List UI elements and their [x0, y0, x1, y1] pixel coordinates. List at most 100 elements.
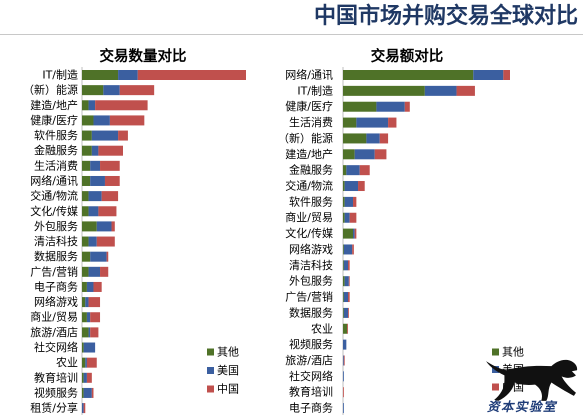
bar-segment [85, 357, 87, 368]
bar-segment [353, 228, 355, 239]
bar-segment [343, 260, 349, 271]
bar-segment [90, 327, 99, 338]
category-label: 生活消费 [289, 115, 333, 129]
bar-segment [100, 266, 109, 277]
legend-swatch [492, 348, 499, 356]
bar-segment [344, 212, 350, 223]
bar-segment [88, 236, 97, 247]
bar-segment [90, 312, 101, 323]
bar-segment [353, 196, 357, 207]
bar-segment [376, 101, 405, 112]
bar-segment [344, 181, 359, 192]
bar-segment [424, 85, 457, 96]
bar-segment [90, 175, 105, 186]
bar-segment [343, 101, 377, 112]
category-label: 旅游/酒店 [30, 325, 78, 339]
bar-segment [83, 342, 96, 353]
bar-segment [82, 327, 89, 338]
bar-segment [111, 221, 115, 232]
bar-segment [343, 260, 344, 271]
category-label: 数据服务 [289, 305, 333, 319]
bar-segment [343, 371, 344, 382]
bar-segment [82, 236, 89, 247]
bar-segment [82, 85, 104, 96]
bar-segment [82, 100, 89, 111]
bar-segment [82, 175, 91, 186]
bar-segment [359, 165, 370, 176]
category-label: 健康/医疗 [30, 113, 78, 127]
bar-segment [343, 307, 349, 318]
bar-segment [82, 251, 91, 262]
category-label: 清洁科技 [34, 234, 78, 248]
bar-segment [82, 221, 97, 232]
bar-segment [90, 160, 101, 171]
bar-segment [82, 372, 84, 383]
deal-count-chart: 交易数量对比 IT/制造（新）能源建造/地产健康/医疗软件服务金融服务生活消费网络… [23, 47, 246, 415]
bar-segment [343, 181, 345, 192]
category-label: 金融服务 [289, 163, 333, 177]
bar-segment [349, 212, 357, 223]
bar-segment [88, 266, 101, 277]
bar-segment [82, 160, 91, 171]
bar-segment [118, 130, 128, 141]
bar-segment [343, 85, 425, 96]
bar-segment [86, 357, 97, 368]
bar-segment [96, 221, 112, 232]
bar-segment [109, 115, 145, 126]
category-label: 软件服务 [289, 194, 333, 208]
bar-segment [91, 130, 119, 141]
bar-segment [104, 175, 120, 186]
bar-segment [343, 323, 348, 334]
bar-segment [82, 70, 119, 80]
category-label: 文化/传媒 [30, 204, 78, 218]
bar-segment [106, 251, 109, 262]
bar-segment [83, 387, 92, 398]
category-label: IT/制造 [297, 83, 333, 97]
bar-segment [388, 117, 397, 128]
bar-segment [343, 133, 367, 144]
category-label: 生活消费 [34, 158, 78, 172]
bar-segment [347, 323, 349, 334]
bar-segment [343, 292, 349, 303]
legend-label: 其他 [502, 346, 524, 359]
bar-segment [346, 165, 360, 176]
bar-segment [82, 297, 86, 308]
bar-segment [343, 276, 345, 287]
bar-segment [88, 297, 101, 308]
chart-title: 交易额对比 [371, 47, 444, 65]
bar-segment [343, 339, 347, 350]
bar-segment [343, 228, 354, 239]
bar-segment [88, 327, 91, 338]
legend-swatch [207, 348, 214, 356]
bar-segment [343, 387, 344, 398]
bar-segment [101, 191, 119, 202]
bar-segment [93, 115, 110, 126]
bar-segment [343, 292, 344, 303]
title-divider [0, 34, 583, 35]
bar-segment [343, 165, 347, 176]
bar-segment [82, 281, 87, 292]
category-label: 电子商务 [34, 279, 78, 293]
category-label: 外包服务 [289, 275, 333, 288]
category-label: 网络/通讯 [30, 173, 78, 187]
bar-segment [343, 117, 357, 128]
bar-segment [374, 149, 387, 160]
bar-segment [118, 70, 138, 80]
bar-segment [82, 206, 89, 217]
category-label: 商业/贸易 [30, 310, 78, 324]
category-label: 视频服务 [289, 337, 333, 351]
bar-segment [96, 236, 115, 247]
bar-segment [86, 312, 91, 323]
bar-segment [119, 85, 155, 96]
bar-segment [366, 133, 380, 144]
bar-segment [82, 266, 89, 277]
bar-segment [82, 130, 92, 141]
bar-segment [88, 100, 96, 111]
bar-segment [343, 212, 345, 223]
category-label: 数据服务 [34, 249, 78, 263]
bar-segment [82, 145, 92, 156]
legend-swatch [492, 383, 499, 391]
bar-segment [343, 196, 345, 207]
legend-label: 中国 [217, 383, 239, 396]
